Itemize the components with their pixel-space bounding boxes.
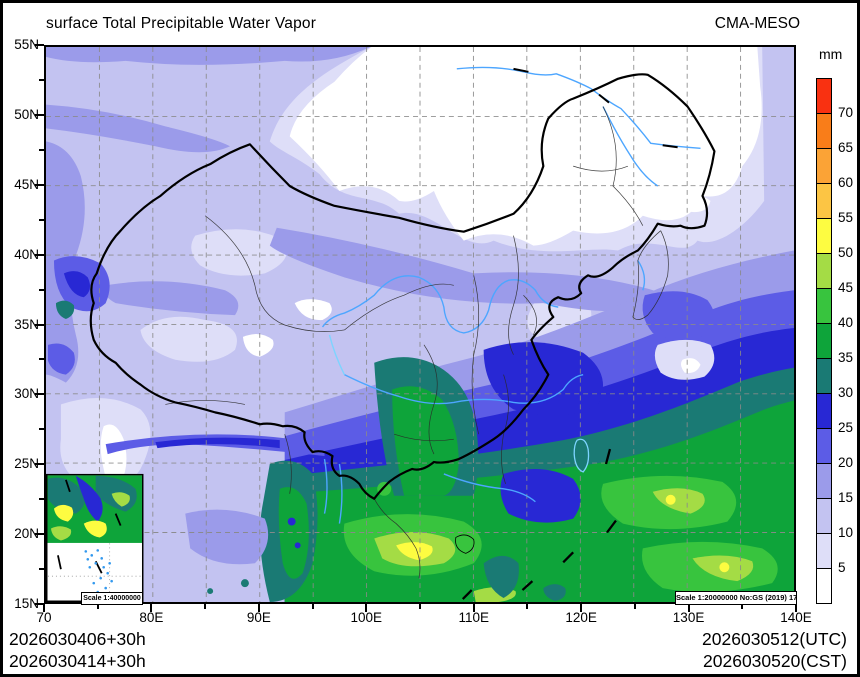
inset-scale-label: Scale 1:40000000 [81, 592, 143, 605]
lat-tick-label: 15N [14, 596, 39, 611]
colorbar-segment [816, 358, 832, 394]
colorbar-tick-label: 65 [838, 140, 854, 155]
colorbar-segment [816, 253, 832, 289]
init-time-utc: 2026030406+30h [9, 629, 146, 649]
lon-tick-mark [795, 604, 797, 612]
lat-tick-label: 40N [14, 246, 39, 262]
lat-tick-label: 45N [14, 176, 39, 192]
lat-tick-label: 55N [14, 37, 39, 52]
lat-tick-label: 35N [14, 316, 39, 332]
colorbar-tick-label: 35 [838, 350, 854, 365]
valid-time-cst: 2026030520(CST) [703, 651, 847, 671]
lat-tick-mark [38, 218, 44, 221]
lon-tick-mark [311, 604, 314, 609]
colorbar-segment [816, 218, 832, 254]
lat-tick-mark [38, 358, 44, 361]
lat-tick-mark [38, 498, 44, 501]
colorbar-segment [816, 148, 832, 184]
lat-tick-mark [38, 568, 44, 571]
colorbar-tick-label: 25 [838, 420, 854, 435]
lat-tick-mark [35, 393, 44, 396]
colorbar-segment [816, 183, 832, 219]
colorbar-tick-label: 10 [838, 525, 854, 540]
colorbar-tick-label: 30 [838, 385, 854, 400]
lat-tick-mark [35, 183, 44, 186]
colorbar-segment [816, 393, 832, 429]
lat-tick-mark [35, 253, 44, 256]
lon-tick-label: 70 [36, 610, 52, 625]
lon-tick-label: 120E [565, 610, 597, 625]
valid-time-utc: 2026030512(UTC) [702, 629, 847, 649]
colorbar-tick-label: 60 [838, 175, 854, 190]
lat-tick-mark [38, 148, 44, 151]
lon-tick-mark [365, 604, 368, 612]
lat-tick-mark [35, 44, 44, 46]
colorbar-tick-label: 5 [838, 560, 846, 575]
colorbar-tick-label: 70 [838, 105, 854, 120]
colorbar-segment [816, 533, 832, 569]
lon-tick-mark [472, 604, 475, 612]
map-plot-area: Scale 1:20000000 No:GS (2019) 1786 Scale… [44, 45, 797, 605]
lon-tick-mark [526, 604, 529, 609]
colorbar-tick-label: 40 [838, 315, 854, 330]
lat-tick-mark [35, 463, 44, 466]
lon-tick-mark [580, 604, 583, 612]
colorbar-tick-label: 55 [838, 210, 854, 225]
map-scale-label: Scale 1:20000000 No:GS (2019) 1786 [675, 591, 797, 605]
lat-tick-mark [35, 533, 44, 536]
colorbar-segment [816, 288, 832, 324]
lon-tick-label: 100E [350, 610, 383, 625]
colorbar-segment [816, 463, 832, 499]
colorbar-tick-label: 20 [838, 455, 854, 470]
lat-tick-mark [35, 113, 44, 116]
colorbar-tick-label: 15 [838, 490, 854, 505]
init-time-cst: 2026030414+30h [9, 651, 146, 671]
lon-tick-label: 140E [780, 610, 812, 625]
colorbar-segment [816, 498, 832, 534]
lat-tick-label: 30N [14, 386, 39, 402]
lon-tick-label: 110E [458, 610, 489, 625]
valid-time-block: 2026030512(UTC) 2026030520(CST) [702, 628, 847, 672]
lat-tick-mark [35, 603, 44, 605]
lon-tick-mark [150, 604, 153, 612]
lon-tick-mark [204, 604, 207, 609]
lon-tick-label: 130E [672, 610, 705, 625]
colorbar-segment [816, 568, 832, 604]
lon-tick-mark [257, 604, 260, 612]
lat-tick-label: 50N [14, 106, 39, 122]
lon-tick-mark [43, 604, 45, 612]
init-time-block: 2026030406+30h 2026030414+30h [9, 628, 146, 672]
colorbar-segment [816, 428, 832, 464]
lat-tick-label: 20N [14, 526, 39, 542]
lat-tick-mark [38, 288, 44, 291]
inset-map [46, 473, 144, 602]
colorbar-segment [816, 78, 832, 114]
lon-tick-mark [687, 604, 690, 612]
colorbar-segment [816, 113, 832, 149]
colorbar-tick-label: 50 [838, 245, 854, 260]
lat-tick-mark [35, 323, 44, 326]
lat-tick-mark [38, 78, 44, 81]
lon-tick-mark [741, 604, 744, 609]
lat-tick-mark [38, 428, 44, 431]
lon-tick-mark [96, 604, 99, 609]
lon-tick-label: 90E [246, 610, 271, 625]
model-name: CMA-MESO [714, 15, 800, 32]
china-precipitable-water-map [46, 47, 794, 602]
colorbar-segment [816, 323, 832, 359]
colorbar-unit: mm [819, 46, 843, 62]
colorbar-tick-label: 45 [838, 280, 854, 295]
lon-tick-mark [633, 604, 636, 609]
lon-tick-mark [419, 604, 421, 609]
lon-tick-label: 80E [139, 610, 164, 625]
page-title: surface Total Precipitable Water Vapor [46, 15, 317, 32]
lat-tick-label: 25N [14, 456, 39, 472]
